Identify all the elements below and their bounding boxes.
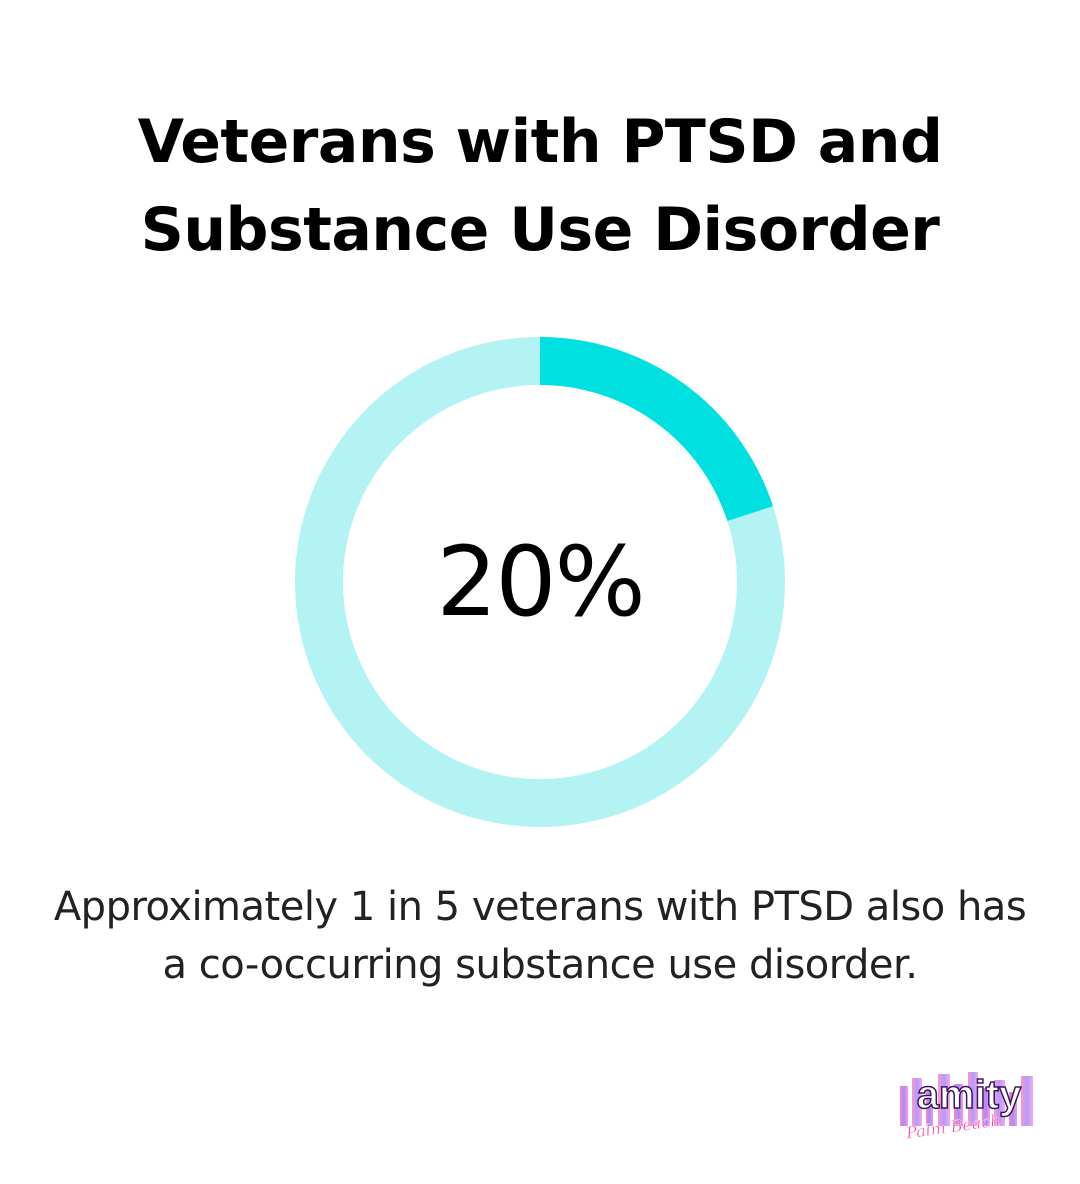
page-title: Veterans with PTSD and Substance Use Dis… — [137, 107, 943, 265]
chart-caption: Approximately 1 in 5 veterans with PTSD … — [53, 884, 1027, 988]
logo-graphic: amity Palm Beach — [900, 1072, 1033, 1143]
amity-palm-beach-logo: amity Palm Beach — [896, 1066, 1042, 1146]
donut-chart-svg — [295, 337, 785, 827]
donut-center-value: 20% — [436, 526, 645, 638]
donut-chart: 20% — [295, 337, 785, 827]
logo-wordmark: amity — [917, 1073, 1022, 1117]
donut-slice-highlight — [539, 337, 774, 522]
donut-slice-remainder — [295, 337, 785, 827]
